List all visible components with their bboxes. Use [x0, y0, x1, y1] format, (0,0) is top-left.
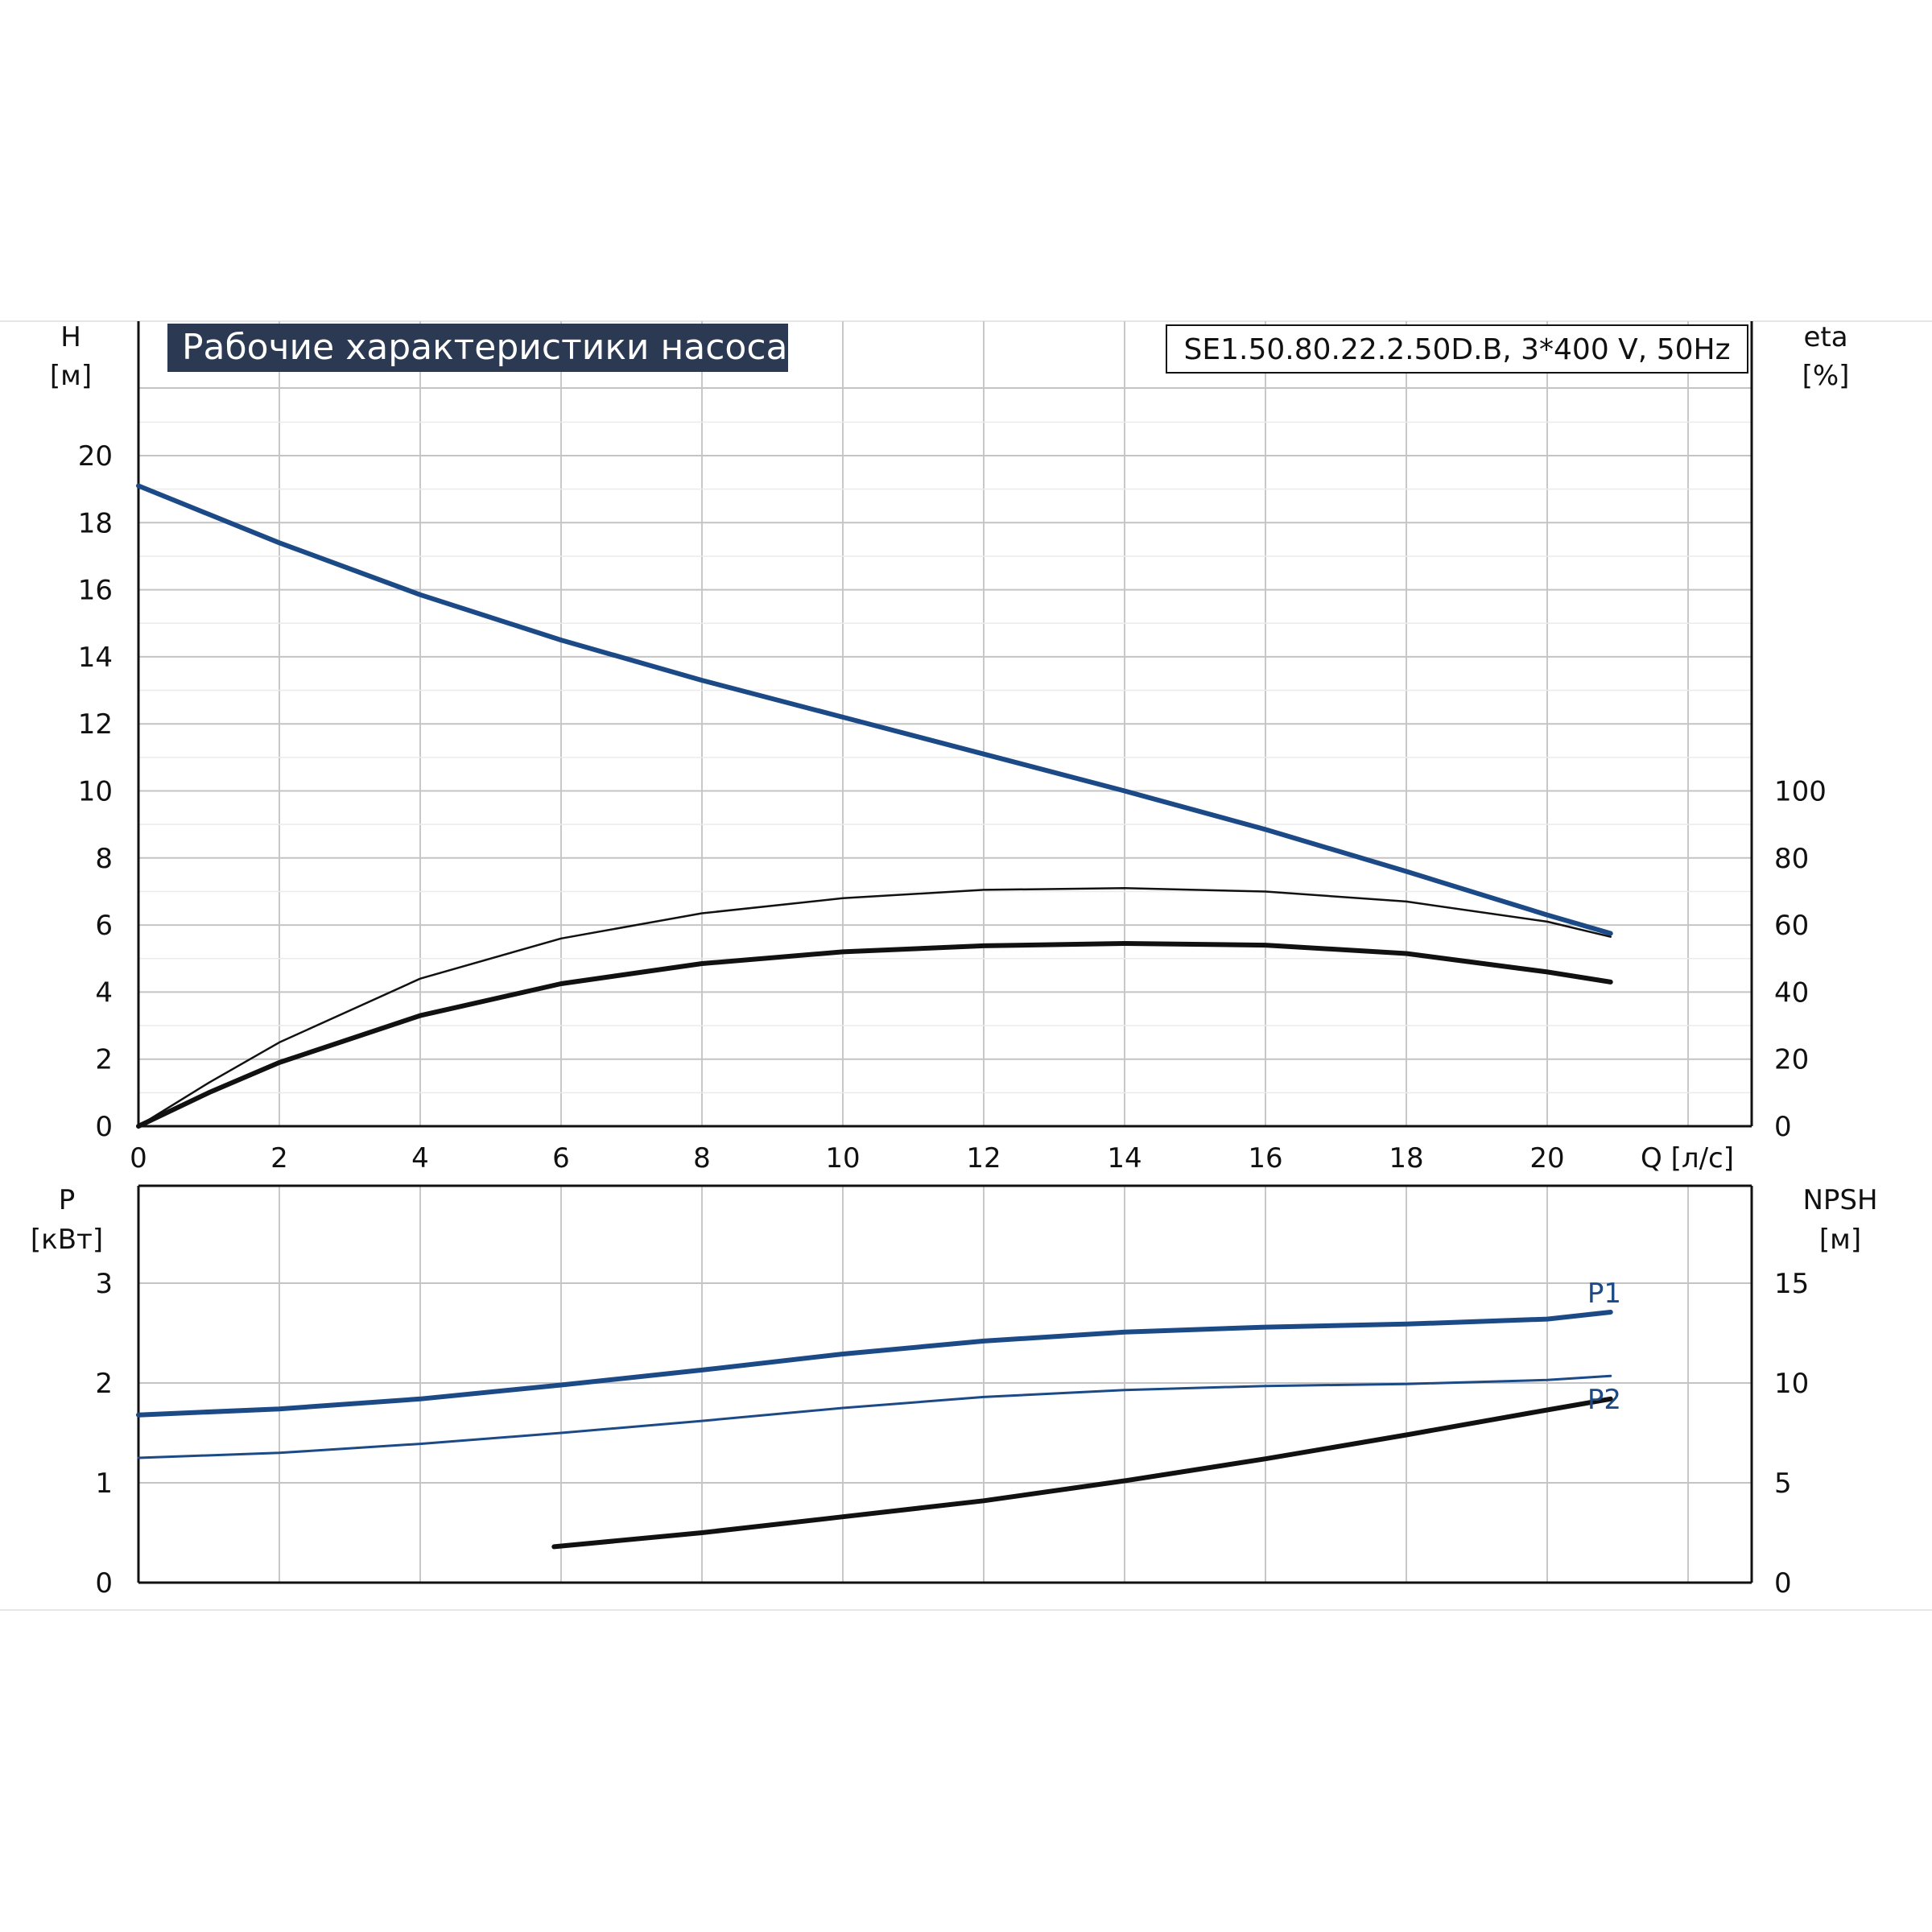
bottom-curves	[136, 1310, 1613, 1550]
y-tick-label: 8	[95, 843, 113, 875]
model-label: SE1.50.80.22.2.50D.B, 3*400 V, 50Hz	[1184, 333, 1731, 366]
npsh-tick-label: 0	[1774, 1567, 1792, 1600]
x-tick-label: 12	[966, 1142, 1001, 1174]
y2-tick-label: 100	[1774, 776, 1827, 808]
series-label-p2: P2	[1587, 1384, 1621, 1416]
y-tick-label: 12	[78, 708, 113, 741]
y-tick-label: 10	[78, 776, 113, 808]
npsh-tick-label: 10	[1774, 1368, 1809, 1400]
y-tick-label: 14	[78, 642, 113, 674]
y-axis-unit-h: [м]	[50, 360, 92, 392]
bottom-grid	[137, 1184, 1753, 1584]
model-box	[1166, 324, 1748, 374]
x-tick-label: 2	[270, 1142, 288, 1174]
y-axis-label-p: P	[59, 1184, 76, 1216]
y-tick-label: 20	[78, 440, 113, 473]
y-tick-label: 4	[95, 976, 113, 1009]
top-series-line-2	[136, 941, 1613, 1129]
y2-axis-unit-eta: [%]	[1802, 360, 1850, 392]
y-axis-label-h: H	[60, 321, 81, 353]
y2-tick-label: 20	[1774, 1044, 1809, 1076]
top-series-line-0	[136, 483, 1613, 936]
npsh-tick-label: 15	[1774, 1268, 1809, 1300]
x-tick-label: 14	[1107, 1142, 1141, 1174]
p-tick-label: 2	[95, 1368, 113, 1400]
y2-tick-label: 60	[1774, 910, 1809, 942]
top-curves	[136, 483, 1613, 1129]
y-tick-label: 2	[95, 1044, 113, 1076]
p-tick-label: 1	[95, 1468, 113, 1500]
x-tick-label: 20	[1530, 1142, 1564, 1174]
x-tick-label: 16	[1248, 1142, 1282, 1174]
x-tick-label: 10	[825, 1142, 860, 1174]
bottom-series-line-0	[136, 1310, 1613, 1418]
bottom-series-line-2	[551, 1396, 1613, 1550]
p-tick-label: 0	[95, 1567, 113, 1600]
bottom-tick-labels: 0 1 2 3 0 5 10 15	[95, 1268, 1809, 1600]
y-tick-label: 6	[95, 910, 113, 942]
y2-tick-label: 0	[1774, 1111, 1792, 1143]
y2-axis-unit-npsh: [м]	[1819, 1224, 1861, 1256]
y-tick-label: 18	[78, 507, 113, 539]
y2-axis-label-npsh: NPSH	[1802, 1184, 1877, 1216]
top-grid	[137, 321, 1753, 1128]
x-tick-label: 8	[693, 1142, 711, 1174]
x-tick-label: 6	[552, 1142, 570, 1174]
title-box	[167, 324, 788, 372]
npsh-tick-label: 5	[1774, 1468, 1792, 1500]
y-axis-unit-p: [кВт]	[31, 1224, 103, 1256]
x-axis-label: Q [л/с]	[1641, 1142, 1734, 1174]
chart-title: Рабочие характеристики насоса	[182, 327, 787, 368]
top-series-line-1	[137, 887, 1612, 1128]
y-tick-label: 16	[78, 575, 113, 607]
x-tick-label: 0	[130, 1142, 147, 1174]
bottom-series-line-1	[137, 1374, 1612, 1459]
x-tick-label: 18	[1389, 1142, 1423, 1174]
top-tick-labels: 0 2 4 6 8 10 12 14 16 18 20 0 20 40 60 80 100 0 2 4 6 8 10 12 14…	[78, 440, 1827, 1174]
y2-tick-label: 40	[1774, 976, 1809, 1009]
y-tick-label: 0	[95, 1111, 113, 1143]
x-tick-label: 4	[411, 1142, 429, 1174]
y2-axis-label-eta: eta	[1803, 321, 1847, 353]
series-label-p1: P1	[1587, 1278, 1621, 1310]
y2-tick-label: 80	[1774, 843, 1809, 875]
p-tick-label: 3	[95, 1268, 113, 1300]
